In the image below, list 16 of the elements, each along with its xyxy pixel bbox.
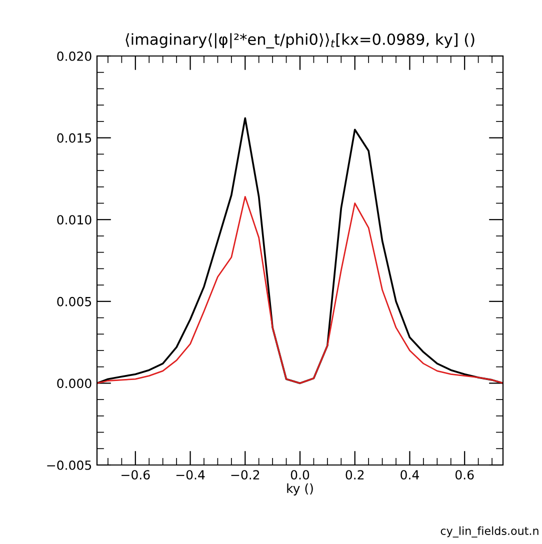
y-tick-label: 0.020 <box>57 51 92 61</box>
y-tick-label: 0.010 <box>57 215 92 225</box>
x-axis-title: ky () <box>287 483 313 496</box>
x-tick-label: 0.2 <box>346 470 364 480</box>
x-tick-label: −0.2 <box>231 470 260 480</box>
y-tick-label: 0.015 <box>57 133 92 143</box>
y-tick-label: 0.005 <box>57 296 92 306</box>
x-tick-label: 0.4 <box>400 470 419 480</box>
chart-title: ⟨imaginary⟨|φ|²*en_t/phi0⟩⟩$_{t}$[kx=0.0989, ky] () <box>126 33 474 48</box>
x-tick-label: −0.6 <box>122 470 150 480</box>
y-tick-label: 0.000 <box>57 378 92 388</box>
y-tick-label: −0.005 <box>47 460 92 470</box>
x-tick-label: 0.0 <box>290 470 310 480</box>
text: cy_lin_fields.out.n <box>440 526 538 538</box>
x-tick-label: −0.4 <box>176 470 205 480</box>
x-tick-label: 0.6 <box>455 470 474 480</box>
